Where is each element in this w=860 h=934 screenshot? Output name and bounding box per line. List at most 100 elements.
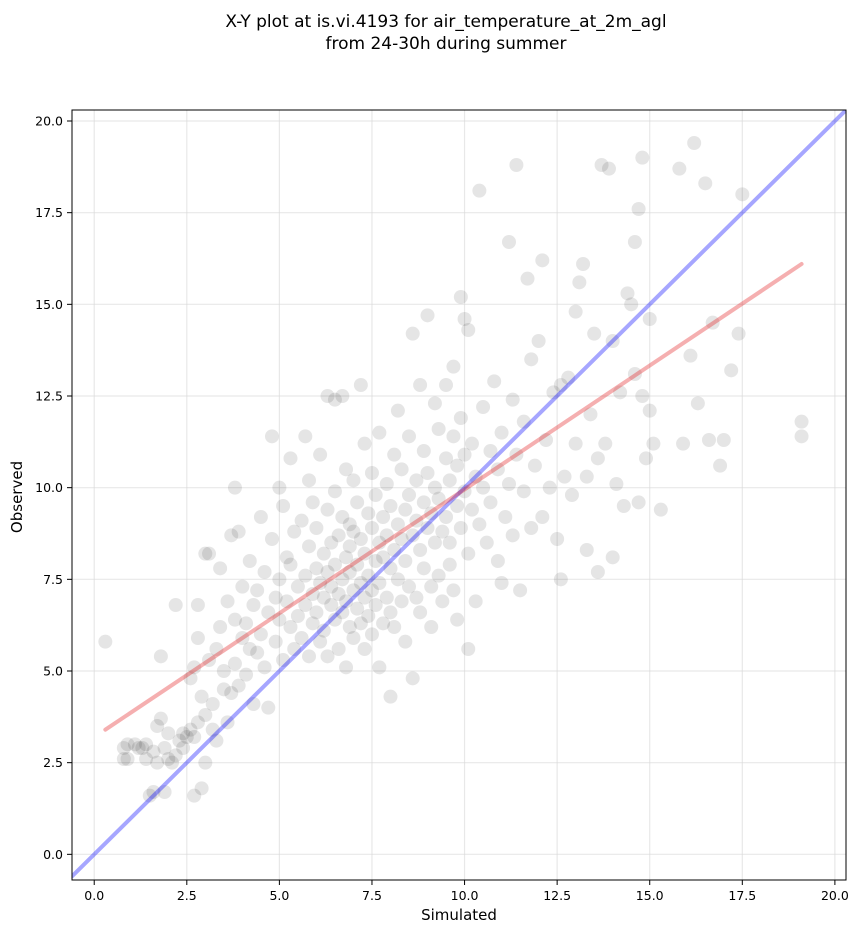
data-point <box>224 686 239 700</box>
data-point <box>672 161 687 176</box>
data-point <box>357 546 372 561</box>
data-point <box>579 543 594 557</box>
data-point <box>294 631 309 645</box>
data-point <box>464 436 479 451</box>
data-point <box>427 535 442 550</box>
data-point <box>716 433 731 447</box>
data-point <box>235 579 250 594</box>
data-point <box>353 532 368 546</box>
data-point <box>387 447 402 462</box>
data-point <box>483 444 498 458</box>
data-point <box>450 458 465 473</box>
data-point <box>324 598 339 612</box>
data-point <box>624 297 639 312</box>
x-tick-label: 2.5 <box>177 888 197 903</box>
data-point <box>272 612 287 627</box>
data-point <box>346 524 361 539</box>
data-point <box>409 473 424 488</box>
data-point <box>479 535 494 550</box>
data-point <box>413 378 428 392</box>
x-tick-label: 17.5 <box>728 888 756 903</box>
x-tick-label: 20.0 <box>821 888 849 903</box>
data-point <box>305 616 320 631</box>
data-point <box>516 414 531 429</box>
data-point <box>616 499 631 513</box>
data-point <box>302 649 317 664</box>
data-point <box>150 755 165 770</box>
data-point <box>416 444 431 458</box>
data-point <box>294 513 309 528</box>
data-point <box>327 612 342 627</box>
data-point <box>320 389 335 403</box>
data-point <box>279 550 294 565</box>
data-point <box>379 528 394 543</box>
data-point <box>413 605 428 620</box>
data-point <box>346 583 361 598</box>
data-point <box>335 510 350 524</box>
data-point <box>179 730 194 744</box>
y-axis-ticks: 0.0 2.5 5.0 7.5 10.0 12.5 15.0 17.5 20.0 <box>35 114 72 862</box>
data-point <box>398 554 413 568</box>
x-tick-label: 0.0 <box>84 888 104 903</box>
data-point <box>368 488 383 502</box>
data-point <box>731 326 746 341</box>
data-point <box>705 315 720 330</box>
data-point <box>461 323 476 337</box>
data-point <box>690 396 705 411</box>
data-point <box>353 616 368 631</box>
data-point <box>546 385 561 400</box>
data-point <box>198 755 213 770</box>
x-tick-label: 12.5 <box>543 888 571 903</box>
data-point <box>420 466 435 480</box>
data-point <box>394 462 409 477</box>
data-point <box>442 535 457 550</box>
data-point <box>627 235 642 249</box>
data-point <box>342 620 357 634</box>
data-point <box>713 458 728 473</box>
data-point <box>139 752 154 766</box>
data-point <box>346 473 361 488</box>
data-point <box>376 510 391 524</box>
data-point <box>120 752 135 766</box>
data-point <box>309 521 324 535</box>
data-point <box>516 484 531 499</box>
data-point <box>346 631 361 645</box>
data-point <box>561 370 576 385</box>
data-point <box>687 136 702 150</box>
y-axis-label: Observed <box>8 461 26 533</box>
data-point <box>372 660 387 675</box>
x-tick-label: 5.0 <box>269 888 289 903</box>
data-point <box>453 411 468 425</box>
data-point <box>435 594 450 609</box>
data-point <box>564 488 579 502</box>
data-point <box>676 436 691 451</box>
data-point <box>383 689 398 704</box>
data-point <box>142 788 157 803</box>
data-point <box>483 495 498 510</box>
data-point <box>313 634 328 649</box>
data-point <box>209 733 224 748</box>
data-point <box>231 524 246 539</box>
data-point <box>120 737 135 752</box>
data-point <box>364 583 379 598</box>
data-point <box>157 741 172 755</box>
data-point <box>794 414 809 429</box>
data-point <box>327 484 342 499</box>
data-point <box>327 392 342 407</box>
data-point <box>216 664 231 678</box>
data-point <box>313 447 328 462</box>
data-point <box>620 286 635 301</box>
data-point <box>442 473 457 488</box>
data-point <box>520 271 535 286</box>
data-point <box>476 480 491 495</box>
data-point <box>198 546 213 561</box>
data-point <box>416 561 431 576</box>
data-point <box>261 605 276 620</box>
data-point <box>183 722 198 737</box>
data-point <box>283 620 298 634</box>
data-point <box>642 312 657 326</box>
data-point <box>342 539 357 554</box>
data-point <box>298 429 313 444</box>
data-point <box>309 605 324 620</box>
data-point <box>339 660 354 675</box>
